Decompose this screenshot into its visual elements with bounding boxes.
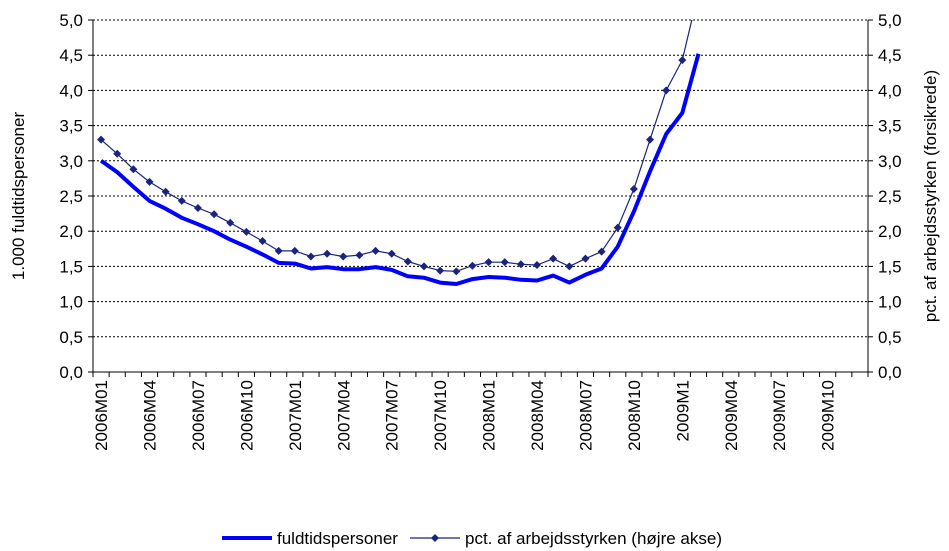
y2-tick-label: 1,5	[878, 257, 902, 276]
marker	[226, 218, 235, 227]
legend-label: fuldtidspersoner	[277, 529, 398, 548]
marker	[419, 262, 428, 271]
y-tick-label: 1,5	[59, 257, 83, 276]
series-line	[100, 20, 693, 272]
x-tick-label: 2008M04	[528, 380, 547, 451]
marker	[436, 266, 445, 275]
x-tick-label: 2007M01	[286, 380, 305, 451]
marker	[613, 223, 622, 232]
marker	[629, 184, 638, 193]
y2-tick-label: 0,0	[878, 363, 902, 382]
y-tick-label: 3,5	[59, 117, 83, 136]
y2-tick-label: 5,0	[878, 11, 902, 30]
marker	[581, 254, 590, 263]
y-tick-label: 3,0	[59, 152, 83, 171]
marker	[177, 196, 186, 205]
marker	[500, 258, 509, 267]
marker	[339, 252, 348, 261]
marker	[468, 261, 477, 270]
x-tick-label: 2009M1	[673, 380, 692, 441]
marker	[129, 165, 138, 174]
x-tick-label: 2006M04	[141, 380, 160, 451]
x-tick-label: 2006M01	[92, 380, 111, 451]
marker	[258, 237, 267, 246]
marker	[306, 252, 315, 261]
marker	[533, 260, 542, 269]
y-tick-label: 2,5	[59, 187, 83, 206]
legend-label: pct. af arbejdsstyrken (højre akse)	[465, 529, 722, 548]
marker	[290, 246, 299, 255]
marker	[646, 135, 655, 144]
y2-tick-label: 1,0	[878, 293, 902, 312]
y2-tick-label: 2,5	[878, 187, 902, 206]
marker	[565, 262, 574, 271]
x-tick-label: 2006M10	[237, 380, 256, 451]
x-tick-label: 2009M10	[819, 380, 838, 451]
x-tick-label: 2007M10	[431, 380, 450, 451]
legend-marker	[431, 534, 439, 542]
marker	[597, 247, 606, 256]
x-tick-label: 2008M01	[480, 380, 499, 451]
y-tick-label: 2,0	[59, 222, 83, 241]
marker	[323, 249, 332, 258]
x-tick-label: 2008M10	[625, 380, 644, 451]
marker	[387, 249, 396, 258]
marker	[242, 227, 251, 236]
marker	[371, 246, 380, 255]
y-tick-label: 0,5	[59, 328, 83, 347]
marker	[678, 56, 687, 65]
y2-tick-label: 4,5	[878, 46, 902, 65]
marker	[484, 258, 493, 267]
y-tick-label: 1,0	[59, 293, 83, 312]
marker	[403, 257, 412, 266]
y2-tick-label: 2,0	[878, 222, 902, 241]
x-tick-label: 2009M04	[722, 380, 741, 451]
x-tick-label: 2008M07	[576, 380, 595, 451]
x-tick-label: 2009M07	[770, 380, 789, 451]
y2-tick-label: 3,5	[878, 117, 902, 136]
marker	[161, 187, 170, 196]
marker	[516, 260, 525, 269]
marker	[113, 149, 122, 158]
marker	[274, 246, 283, 255]
y-tick-label: 5,0	[59, 11, 83, 30]
marker	[549, 254, 558, 263]
x-tick-label: 2006M07	[189, 380, 208, 451]
y2-tick-label: 3,0	[878, 152, 902, 171]
marker	[662, 86, 671, 95]
y-tick-label: 4,0	[59, 81, 83, 100]
marker	[452, 267, 461, 276]
y2-tick-label: 4,0	[878, 81, 902, 100]
series-line	[99, 53, 701, 286]
y2-tick-label: 0,5	[878, 328, 902, 347]
marker	[97, 135, 106, 144]
marker	[355, 251, 364, 260]
y-tick-label: 4,5	[59, 46, 83, 65]
x-tick-label: 2007M07	[383, 380, 402, 451]
marker	[145, 177, 154, 186]
marker	[193, 203, 202, 212]
marker	[210, 210, 219, 219]
y-tick-label: 0,0	[59, 363, 83, 382]
y2-axis-title: pct. af arbejdsstyrken (forsikrede)	[921, 70, 940, 322]
plot	[97, 20, 701, 286]
y-axis-title: 1.000 fuldtidspersoner	[9, 112, 28, 281]
x-tick-label: 2007M04	[334, 380, 353, 451]
